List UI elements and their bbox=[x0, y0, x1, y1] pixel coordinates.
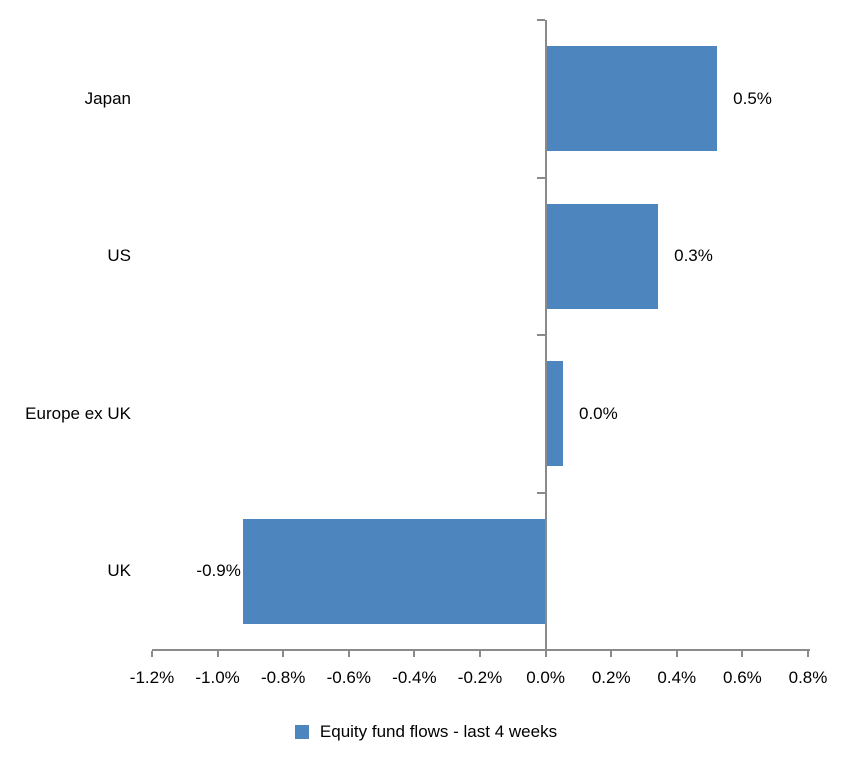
x-axis-tick-label: -0.6% bbox=[326, 668, 371, 687]
bar-us bbox=[546, 203, 659, 309]
x-axis-tick bbox=[347, 651, 350, 657]
x-axis-tick-label: 0.4% bbox=[657, 668, 697, 687]
legend-swatch-icon bbox=[294, 725, 309, 739]
y-axis-tick bbox=[536, 491, 545, 494]
category-label-us: US bbox=[107, 246, 131, 266]
x-axis-tick bbox=[282, 651, 285, 657]
x-axis-tick bbox=[544, 651, 547, 657]
x-axis-line bbox=[152, 649, 810, 651]
x-axis-tick-label: 0.8% bbox=[788, 668, 828, 687]
bar-europe-ex-uk bbox=[546, 361, 563, 467]
y-axis-line bbox=[544, 20, 547, 657]
legend: Equity fund flows - last 4 weeks bbox=[0, 721, 852, 743]
bar-japan bbox=[546, 46, 718, 152]
x-axis-tick bbox=[151, 651, 153, 657]
x-axis-tick-label: 0.2% bbox=[591, 668, 631, 687]
value-label-europe-ex-uk: 0.0% bbox=[579, 403, 618, 423]
y-axis-tick bbox=[536, 334, 545, 336]
legend-label: Equity fund flows - last 4 weeks bbox=[319, 722, 558, 741]
x-axis-tick bbox=[413, 651, 416, 657]
x-axis-tick bbox=[216, 651, 219, 657]
category-label-japan: Japan bbox=[84, 88, 131, 108]
value-label-us: 0.3% bbox=[674, 246, 713, 266]
x-axis-tick-label: -0.2% bbox=[457, 668, 503, 687]
y-axis-tick bbox=[536, 176, 545, 179]
x-axis-tick-label: 0.0% bbox=[526, 668, 565, 687]
x-axis-tick bbox=[610, 651, 613, 657]
x-axis-tick-label: -0.8% bbox=[260, 668, 306, 687]
x-axis-tick bbox=[741, 651, 744, 657]
x-axis-tick-label: -1.2% bbox=[129, 668, 175, 687]
bar-uk bbox=[242, 518, 545, 624]
x-axis-tick bbox=[479, 651, 481, 657]
x-axis-tick bbox=[807, 651, 809, 657]
x-axis-tick-label: -1.0% bbox=[195, 668, 240, 687]
y-axis-tick bbox=[536, 19, 545, 21]
x-axis-tick-label: 0.6% bbox=[723, 668, 762, 687]
value-label-japan: 0.5% bbox=[733, 88, 772, 108]
x-axis-tick bbox=[675, 651, 678, 657]
category-label-europe-ex-uk: Europe ex UK bbox=[25, 403, 131, 423]
value-label-uk: -0.9% bbox=[196, 561, 241, 581]
category-label-uk: UK bbox=[107, 561, 131, 581]
x-axis-tick-label: -0.4% bbox=[392, 668, 437, 687]
